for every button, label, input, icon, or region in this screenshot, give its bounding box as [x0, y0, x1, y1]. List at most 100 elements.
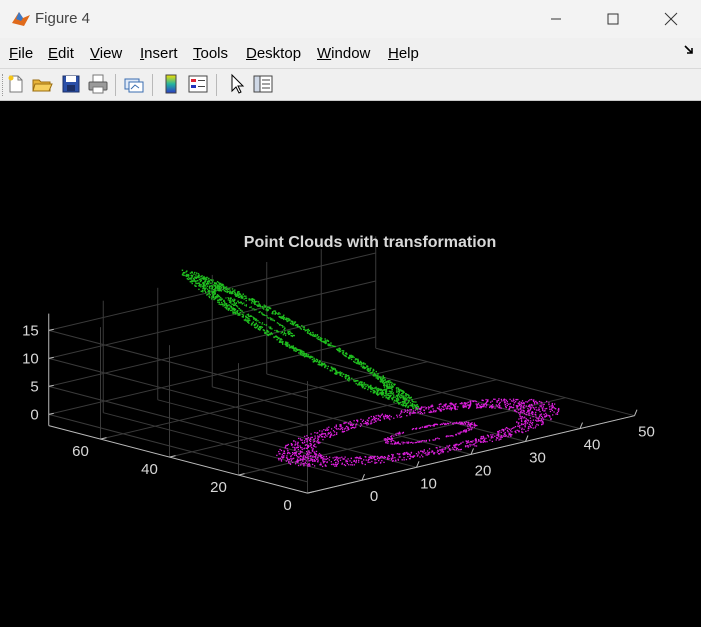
figure-canvas[interactable]: 0 10 20 30 40 50 0 20 40 60 0 5 10 15 Point Clouds wit…	[0, 101, 701, 627]
point	[467, 445, 469, 447]
menu-file[interactable]: File	[9, 45, 34, 62]
point	[474, 400, 476, 402]
point	[286, 457, 289, 459]
point	[211, 287, 213, 290]
point	[393, 435, 395, 437]
open-file-icon[interactable]	[31, 73, 53, 95]
point	[490, 401, 492, 403]
point	[555, 408, 557, 410]
point	[407, 452, 409, 455]
point	[515, 432, 517, 434]
point	[384, 381, 386, 384]
menu-bar: File Edit View Insert Tools Desktop Wind…	[0, 38, 701, 69]
point	[309, 333, 312, 335]
point	[529, 399, 531, 401]
point	[366, 421, 369, 424]
point	[318, 362, 321, 364]
point	[370, 422, 372, 424]
point	[210, 285, 213, 287]
point	[245, 305, 247, 307]
point	[542, 408, 544, 410]
menu-window[interactable]: Window	[317, 45, 371, 62]
point	[485, 401, 488, 403]
point	[377, 377, 380, 379]
close-button[interactable]	[642, 0, 700, 38]
pointer-icon[interactable]	[226, 73, 248, 95]
point	[388, 397, 390, 400]
save-icon[interactable]	[60, 73, 82, 95]
point	[205, 283, 208, 286]
menu-insert[interactable]: Insert	[140, 45, 178, 62]
point	[315, 335, 317, 338]
point	[388, 398, 390, 400]
point	[497, 437, 499, 439]
point	[351, 377, 353, 380]
point	[364, 367, 366, 369]
point	[319, 442, 321, 444]
point	[367, 459, 369, 462]
point	[516, 406, 518, 408]
menu-edit[interactable]: Edit	[48, 45, 74, 62]
link-plot-icon[interactable]	[123, 73, 145, 95]
new-figure-icon[interactable]	[5, 73, 27, 95]
point	[418, 408, 421, 410]
point	[197, 282, 199, 284]
maximize-button[interactable]	[584, 0, 642, 38]
point	[374, 387, 376, 389]
point	[414, 409, 417, 411]
point	[475, 400, 477, 403]
point	[262, 308, 265, 310]
point	[211, 292, 213, 294]
point	[222, 300, 225, 302]
point	[415, 405, 417, 408]
point	[423, 450, 425, 452]
point	[441, 448, 443, 451]
menu-help[interactable]: Help	[388, 45, 419, 62]
property-inspector-icon[interactable]	[252, 73, 274, 95]
minimize-button[interactable]	[527, 0, 585, 38]
point	[520, 401, 522, 404]
point	[374, 462, 376, 464]
point	[465, 430, 468, 432]
point	[405, 394, 407, 397]
point	[534, 427, 536, 429]
menu-view[interactable]: View	[90, 45, 123, 62]
point	[348, 428, 350, 430]
point	[254, 319, 256, 321]
point	[550, 405, 552, 407]
point	[227, 290, 230, 293]
point	[548, 406, 551, 408]
point	[331, 368, 334, 370]
point	[542, 420, 544, 422]
point	[504, 402, 506, 404]
point	[339, 348, 341, 350]
point	[506, 429, 509, 432]
point	[220, 297, 222, 299]
point	[506, 404, 508, 407]
print-icon[interactable]	[87, 73, 109, 95]
point	[347, 374, 350, 377]
point	[270, 319, 272, 321]
point	[308, 439, 311, 442]
point	[374, 461, 376, 463]
point	[317, 338, 320, 340]
point	[402, 392, 404, 395]
point	[314, 435, 316, 437]
dock-arrow-icon[interactable]	[683, 44, 695, 56]
point	[504, 431, 506, 434]
point	[292, 321, 294, 324]
point	[208, 286, 211, 289]
point	[265, 331, 267, 333]
point	[243, 298, 245, 300]
grid-line	[48, 329, 308, 399]
colorbar-icon[interactable]	[160, 73, 182, 95]
menu-tools[interactable]: Tools	[193, 45, 229, 62]
menu-desktop[interactable]: Desktop	[246, 45, 302, 62]
legend-icon[interactable]	[187, 73, 209, 95]
point	[425, 440, 427, 442]
point	[234, 304, 236, 306]
point	[339, 374, 342, 377]
point	[540, 404, 542, 406]
point	[335, 425, 337, 427]
